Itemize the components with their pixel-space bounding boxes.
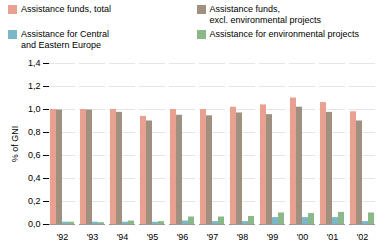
svg-text:1,4: 1,4: [28, 58, 41, 68]
svg-text:'94: '94: [117, 232, 129, 242]
svg-text:'93: '93: [87, 232, 99, 242]
svg-text:'95: '95: [147, 232, 159, 242]
svg-text:'00: '00: [297, 232, 309, 242]
svg-text:0,8: 0,8: [28, 127, 41, 137]
svg-text:'01: '01: [327, 232, 339, 242]
svg-text:% of GNI: % of GNI: [10, 126, 20, 163]
svg-text:'02: '02: [357, 232, 369, 242]
svg-text:0,2: 0,2: [28, 196, 41, 206]
svg-text:0,6: 0,6: [28, 150, 41, 160]
html-text:Assistance for environmental p: Assistance for environmental projects: [209, 29, 360, 39]
svg-text:'99: '99: [267, 232, 279, 242]
svg-text:'98: '98: [237, 232, 249, 242]
svg-text:1,0: 1,0: [28, 104, 41, 114]
html-text:Assistance funds, excl. enviro: Assistance funds, excl. environmental pr…: [209, 4, 322, 25]
html-text:Assistance funds, total: Assistance funds, total: [21, 4, 112, 14]
svg-text:1,2: 1,2: [28, 81, 41, 91]
html-text:Assistance for Central and Eas: Assistance for Central and Eastern Europ…: [21, 29, 109, 50]
svg-text:0,4: 0,4: [28, 173, 41, 183]
svg-text:0,0: 0,0: [28, 219, 41, 229]
svg-text:'97: '97: [207, 232, 219, 242]
svg-text:'96: '96: [177, 232, 189, 242]
svg-text:'92: '92: [57, 232, 69, 242]
